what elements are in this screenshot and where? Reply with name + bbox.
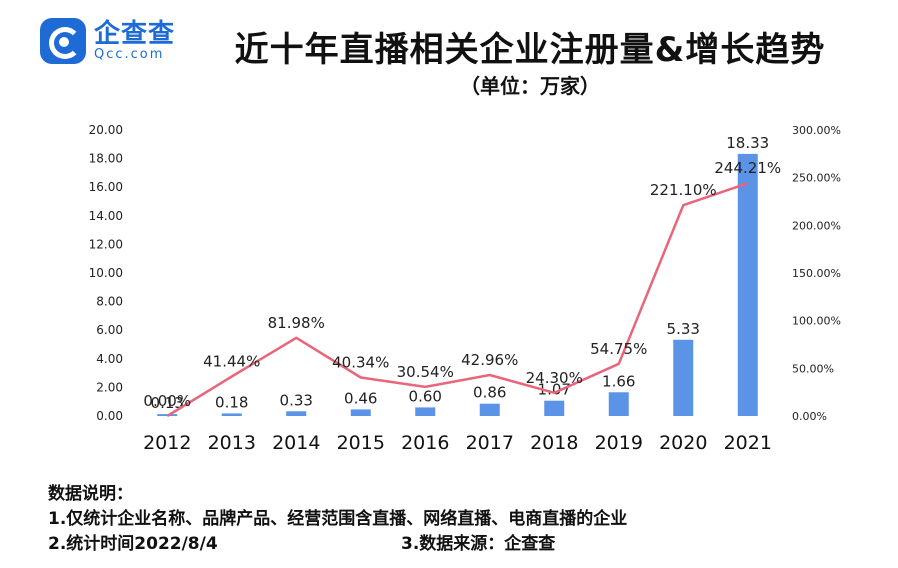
left-axis-tick-label: 10.00 [89,266,123,280]
left-axis-tick-label: 12.00 [89,237,123,251]
x-axis-tick-label: 2013 [208,432,256,454]
line-labels: 0.00% 41.44% 81.98% 40.34% 30.54% 42.96% 24.30… [143,159,781,410]
notes-line-1: 1.仅统计企业名称、品牌产品、经营范围含直播、网络直播、电商直播的企业 [48,509,628,529]
line-value-label: 54.75% [590,340,647,358]
bar [544,400,565,416]
growth-rate-line [166,182,749,418]
x-axis-tick-label: 2017 [466,432,514,454]
left-axis-tick-label: 4.00 [96,352,123,366]
bar [608,392,629,416]
right-axis-tick-label: 100.00% [792,315,841,328]
x-axis-tick-label: 2015 [337,432,385,454]
brand-domain: Qcc.com [94,47,165,62]
chart-title: 近十年直播相关企业注册量&增长趋势 [234,30,826,70]
line-value-label: 30.54% [397,363,454,381]
bar-value-label: 0.18 [215,393,248,411]
notes-line-2: 2.统计时间2022/8/4 [48,534,218,554]
bar-value-label: 1.07 [538,381,571,399]
x-axis-tick-label: 2014 [272,432,320,454]
x-axis-tick-label: 2016 [401,432,449,454]
qcc-logo-icon [40,18,86,64]
bar-value-label: 1.66 [602,372,635,390]
right-axis-tick-label: 150.00% [792,267,841,280]
left-axis: 0.00 2.00 4.00 6.00 8.00 10.00 12.00 14.00 16.00… [89,123,123,423]
left-axis-tick-label: 18.00 [89,152,123,166]
right-axis-tick-label: 0.00% [792,410,827,423]
left-axis-tick-label: 2.00 [96,380,123,394]
bar [286,411,307,416]
right-axis-tick-label: 50.00% [792,362,834,375]
left-axis-tick-label: 0.00 [96,409,123,423]
right-axis-tick-label: 250.00% [792,172,841,185]
bar [673,339,694,416]
chart-area: 0.00 2.00 4.00 6.00 8.00 10.00 12.00 14.00 16.00… [89,123,841,454]
line-series [166,182,749,418]
right-axis-tick-label: 300.00% [792,124,841,137]
bar-labels: 0.13 0.18 0.33 0.46 0.60 0.86 1.07 1.66 5.33 18.3… [151,134,770,412]
bar-value-label: 0.86 [473,384,506,402]
bar [221,413,242,416]
bar [737,153,758,417]
line-value-label: 42.96% [461,351,518,369]
bar-value-label: 18.33 [726,134,769,152]
bar-value-label: 0.33 [280,391,313,409]
x-axis-tick-label: 2019 [595,432,643,454]
brand-name: 企查查 [94,19,176,49]
left-axis-tick-label: 14.00 [89,209,123,223]
right-axis-tick-label: 200.00% [792,219,841,232]
bar-value-label: 0.60 [409,387,442,405]
left-axis-tick-label: 8.00 [96,295,123,309]
bar-value-label: 0.13 [151,394,184,412]
left-axis-tick-label: 20.00 [89,123,123,137]
data-notes: 数据说明： 1.仅统计企业名称、品牌产品、经营范围含直播、网络直播、电商直播的企… [48,482,627,557]
x-axis-tick-label: 2020 [659,432,707,454]
notes-heading: 数据说明： [48,484,133,504]
x-axis-tick-label: 2018 [530,432,578,454]
line-value-label: 24.30% [526,369,583,387]
bar-series [157,153,758,417]
line-value-label: 244.21% [714,159,781,177]
line-value-label: 0.00% [143,392,191,410]
right-axis: 0.00% 50.00% 100.00% 150.00% 200.00% 250.00% 3… [792,124,841,423]
chart-subtitle: （单位：万家） [460,74,600,98]
x-axis: 2012 2013 2014 2015 2016 2017 2018 2019 2020 2021 [143,432,772,454]
x-axis-tick-label: 2021 [724,432,772,454]
line-value-label: 41.44% [203,352,260,370]
bar-value-label: 5.33 [667,320,700,338]
notes-line-3: 3.数据来源：企查查 [401,534,556,554]
line-value-label: 221.10% [650,181,717,199]
bar-value-label: 0.46 [344,389,377,407]
bar [350,409,371,416]
brand-logo: 企查查 Qcc.com [40,18,175,64]
bar [479,403,500,416]
line-value-label: 81.98% [268,314,325,332]
left-axis-tick-label: 16.00 [89,180,123,194]
left-axis-tick-label: 6.00 [96,323,123,337]
x-axis-tick-label: 2012 [143,432,191,454]
bar [415,407,436,416]
line-value-label: 40.34% [332,354,389,372]
